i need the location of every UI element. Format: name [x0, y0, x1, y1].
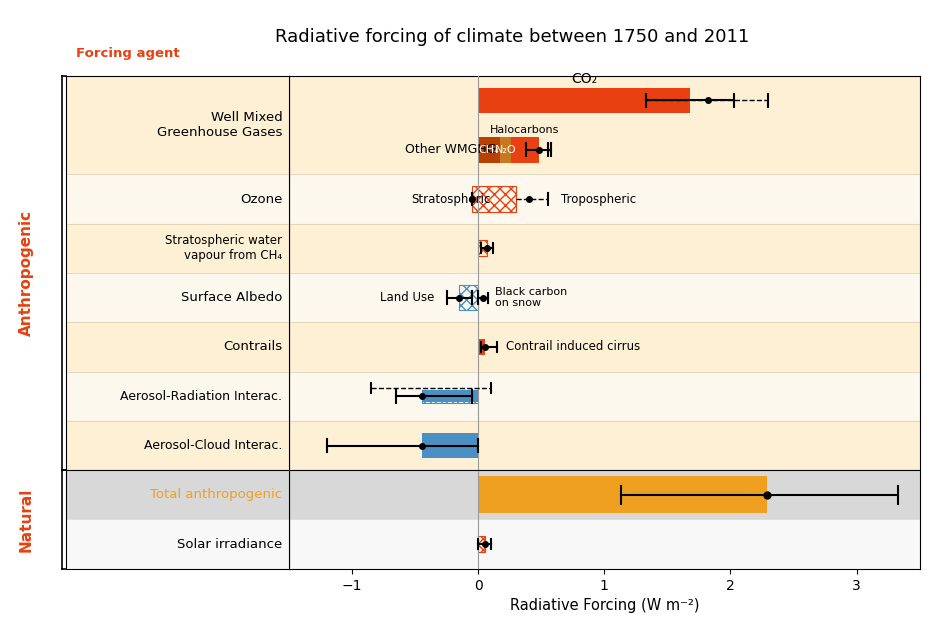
Bar: [460, 285, 478, 310]
Text: Stratospheric water
vapour from CH₄: Stratospheric water vapour from CH₄: [166, 234, 283, 262]
Bar: [422, 433, 478, 458]
Bar: [478, 537, 484, 552]
Bar: [289, 224, 920, 273]
Bar: [66, 322, 289, 372]
Bar: [478, 339, 484, 355]
Text: Black carbon
on snow: Black carbon on snow: [495, 287, 567, 308]
Text: Other WMGHG: Other WMGHG: [405, 143, 496, 156]
Bar: [478, 477, 767, 513]
Text: Well Mixed
Greenhouse Gases: Well Mixed Greenhouse Gases: [157, 111, 283, 139]
Text: Surface Albedo: Surface Albedo: [181, 291, 283, 304]
Text: Solar irradiance: Solar irradiance: [177, 538, 283, 550]
Bar: [66, 421, 289, 470]
Bar: [289, 174, 920, 224]
Text: Total anthropogenic: Total anthropogenic: [151, 489, 283, 501]
Bar: [66, 520, 289, 569]
Text: Land Use: Land Use: [380, 291, 434, 304]
Bar: [478, 137, 500, 162]
X-axis label: Radiative Forcing (W m⁻²): Radiative Forcing (W m⁻²): [510, 598, 699, 613]
Text: Contrails: Contrails: [224, 341, 283, 353]
Bar: [66, 76, 289, 125]
Bar: [500, 137, 511, 162]
Text: N₂O: N₂O: [495, 145, 517, 155]
Text: Aerosol-Cloud Interac.: Aerosol-Cloud Interac.: [144, 439, 283, 452]
Bar: [422, 390, 478, 403]
Bar: [289, 125, 920, 174]
Bar: [66, 125, 289, 174]
Bar: [289, 470, 920, 520]
Text: Tropospheric: Tropospheric: [561, 193, 637, 205]
Text: Forcing agent: Forcing agent: [76, 47, 179, 61]
Bar: [66, 224, 289, 273]
Bar: [289, 322, 920, 372]
Bar: [511, 137, 538, 162]
Text: CH₄: CH₄: [479, 145, 500, 155]
Bar: [66, 372, 289, 421]
Text: Halocarbons: Halocarbons: [490, 125, 559, 135]
Bar: [289, 76, 920, 125]
Bar: [478, 88, 690, 113]
Text: Stratospheric: Stratospheric: [410, 193, 490, 205]
Bar: [289, 421, 920, 470]
Bar: [66, 174, 289, 224]
Text: Natural: Natural: [19, 487, 34, 552]
Bar: [289, 273, 920, 322]
Bar: [66, 470, 289, 520]
Bar: [66, 273, 289, 322]
Bar: [289, 372, 920, 421]
Text: Aerosol-Radiation Interac.: Aerosol-Radiation Interac.: [120, 390, 283, 403]
Text: Ozone: Ozone: [240, 193, 283, 205]
Bar: [422, 391, 478, 402]
Bar: [478, 241, 487, 256]
Text: Contrail induced cirrus: Contrail induced cirrus: [506, 341, 640, 353]
Text: Radiative forcing of climate between 1750 and 2011: Radiative forcing of climate between 175…: [275, 28, 749, 46]
Text: CO₂: CO₂: [571, 71, 597, 86]
Text: Anthropogenic: Anthropogenic: [19, 210, 34, 336]
Bar: [472, 186, 516, 212]
Bar: [289, 520, 920, 569]
